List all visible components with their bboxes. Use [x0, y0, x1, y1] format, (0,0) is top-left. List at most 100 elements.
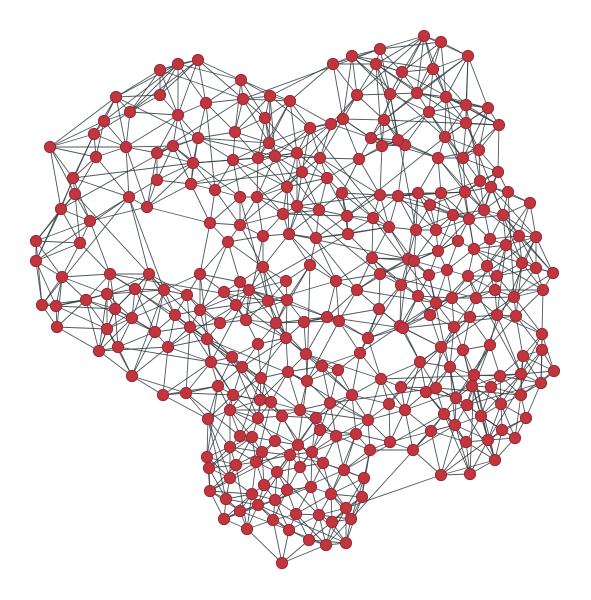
graph-node	[320, 310, 334, 324]
graph-node	[203, 484, 217, 498]
graph-node	[242, 283, 256, 297]
graph-edge	[520, 333, 543, 375]
graph-node	[316, 456, 330, 470]
graph-edge	[245, 319, 287, 339]
graph-node	[290, 199, 304, 213]
graph-edge	[513, 296, 543, 335]
graph-node	[171, 57, 185, 71]
graph-node	[92, 344, 106, 358]
graph-node	[447, 320, 461, 334]
graph-node	[290, 146, 304, 160]
graph-node	[341, 227, 355, 241]
graph-edge	[397, 111, 430, 141]
graph-node	[50, 320, 64, 334]
graph-node	[261, 294, 275, 308]
graph-edge	[535, 236, 554, 274]
graph-node	[153, 63, 167, 77]
graph-edge	[35, 240, 43, 306]
graph-edge	[49, 146, 62, 210]
graph-edge	[197, 137, 276, 157]
graph-node	[350, 88, 364, 102]
graph-node	[467, 242, 481, 256]
graph-node	[480, 259, 494, 273]
graph-node	[529, 230, 543, 244]
graph-edge	[128, 196, 150, 275]
graph-node	[250, 190, 264, 204]
graph-edge	[332, 63, 358, 96]
graph-edge	[287, 371, 301, 411]
graph-edge	[98, 350, 133, 377]
graph-edge	[487, 403, 502, 441]
graph-node	[87, 127, 101, 141]
graph-node	[493, 369, 507, 383]
graph-edge	[502, 214, 537, 238]
graph-node	[315, 359, 329, 373]
graph-node	[422, 268, 436, 282]
graph-edge	[383, 55, 469, 121]
graph-edge	[156, 162, 194, 181]
graph-node	[251, 337, 265, 351]
graph-edge	[404, 111, 430, 146]
graph-node	[519, 411, 533, 425]
graph-edge	[341, 158, 360, 194]
graph-edge	[214, 152, 298, 191]
graph-edge	[131, 273, 150, 319]
graph-node	[324, 117, 338, 131]
graph-edge	[129, 59, 199, 113]
graph-edge	[240, 79, 291, 102]
graph-edge	[415, 192, 419, 231]
graph-node	[484, 180, 498, 194]
graph-edge	[435, 302, 471, 318]
graph-edge	[440, 424, 456, 476]
graph-edge	[35, 193, 76, 242]
graph-edge	[288, 157, 321, 235]
graph-edge	[462, 157, 499, 173]
graph-node	[326, 57, 340, 71]
graph-node	[491, 165, 505, 179]
graph-edge	[288, 233, 409, 260]
graph-node	[202, 461, 216, 475]
graph-node	[245, 487, 259, 501]
graph-node	[434, 186, 448, 200]
graph-edge	[114, 308, 119, 348]
graph-edge	[338, 320, 361, 354]
graph-edge	[295, 493, 332, 515]
graph-edge	[435, 289, 496, 304]
graph-edge	[417, 192, 437, 231]
graph-node	[383, 87, 397, 101]
graph-node	[276, 207, 290, 221]
graph-edge	[299, 409, 369, 421]
graph-node	[119, 140, 133, 154]
graph-node	[223, 403, 237, 417]
graph-edge	[89, 206, 148, 222]
graph-edge	[162, 346, 169, 396]
graph-node	[424, 424, 438, 438]
graph-edge	[185, 326, 191, 394]
graph-node	[150, 146, 164, 160]
graph-node	[257, 478, 271, 492]
graph-node	[297, 315, 311, 329]
graph-edge	[440, 41, 447, 98]
graph-edge	[428, 68, 434, 113]
graph-node	[193, 303, 207, 317]
graph-edge	[351, 55, 391, 95]
graph-edge	[286, 299, 328, 318]
graph-node	[256, 260, 270, 274]
graph-node	[361, 331, 375, 345]
graph-edge	[239, 196, 269, 302]
graph-node	[142, 267, 156, 281]
graph-edge	[282, 213, 348, 217]
graph-node	[340, 209, 354, 223]
graph-node	[426, 62, 440, 76]
graph-node	[103, 267, 117, 281]
graph-edge	[514, 394, 522, 439]
graph-node	[459, 98, 473, 112]
graph-edge	[319, 157, 374, 219]
graph-edge	[190, 183, 211, 224]
graph-node	[507, 290, 521, 304]
graph-node	[429, 223, 443, 237]
graph-node	[300, 374, 314, 388]
graph-edge	[295, 513, 327, 546]
graph-node	[337, 463, 351, 477]
